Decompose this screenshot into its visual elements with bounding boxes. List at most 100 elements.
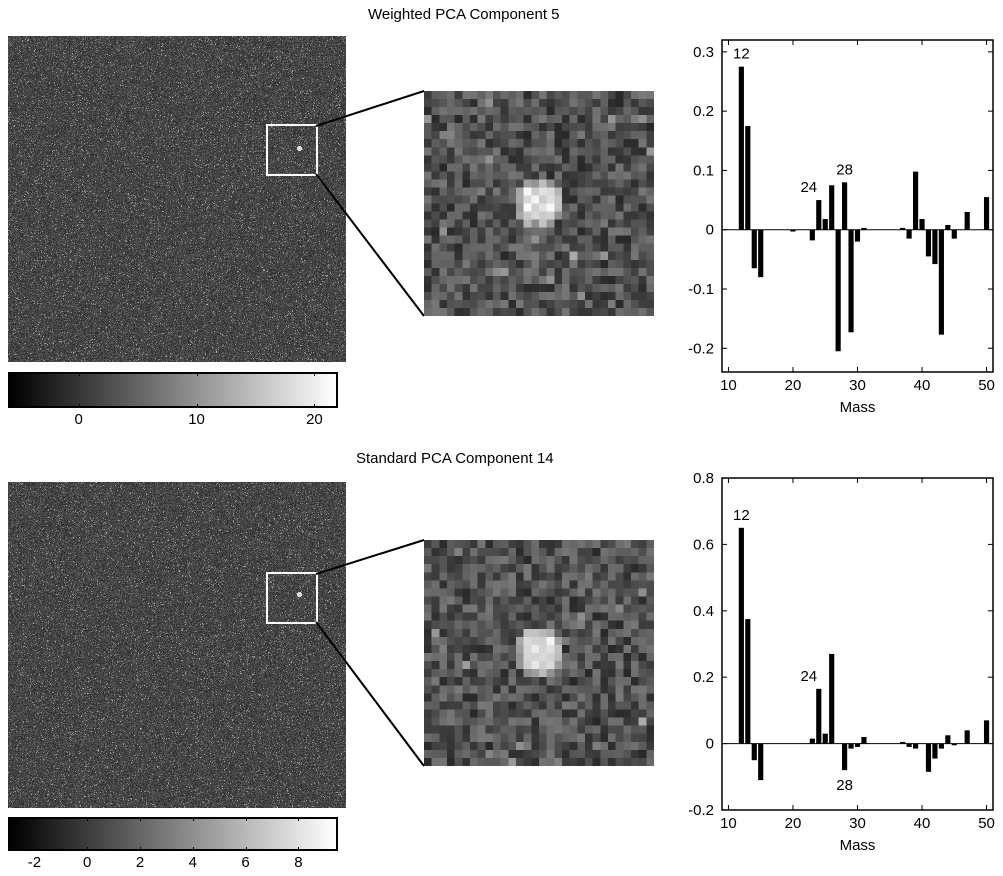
bar <box>835 229 841 352</box>
zoomed-detail-image <box>424 540 654 766</box>
bar <box>912 171 919 230</box>
colorbar-tick-label: 10 <box>188 411 205 428</box>
colorbar-tick <box>314 372 316 376</box>
bar <box>816 200 822 230</box>
colorbar-tick <box>298 817 300 821</box>
y-tick-label: 0.4 <box>693 603 714 620</box>
bar <box>951 229 957 239</box>
bar <box>912 743 919 749</box>
bar <box>900 227 906 230</box>
colorbar-tick <box>140 817 141 821</box>
y-tick-label: 0 <box>706 222 714 239</box>
colorbar-tick-label: 0 <box>83 854 92 871</box>
y-tick-label: -0.2 <box>688 340 714 357</box>
bar <box>854 229 861 242</box>
plot-frame <box>721 39 994 373</box>
bar <box>932 229 938 265</box>
colorbar-tick <box>87 817 89 821</box>
colorbar-tick <box>192 847 194 851</box>
colorbar: 0 10 20 <box>8 372 338 432</box>
bar <box>758 229 764 278</box>
colorbar-tick <box>34 817 36 821</box>
x-tick-label: 40 <box>914 377 931 394</box>
bar <box>854 743 861 747</box>
bar <box>758 743 764 781</box>
colorbar-tick-label: 20 <box>306 411 323 428</box>
x-tick-label: 30 <box>849 815 866 832</box>
bar <box>829 653 835 744</box>
colorbar-tick-label: 2 <box>135 854 145 871</box>
bar <box>964 211 970 230</box>
bar <box>951 743 957 746</box>
bar <box>809 738 815 744</box>
zoom-region-box <box>266 572 318 624</box>
bar <box>919 219 925 230</box>
x-tick-label: 10 <box>720 815 737 832</box>
peak-annotation: 24 <box>800 179 817 196</box>
bar <box>745 125 751 230</box>
x-tick-label: 10 <box>720 377 737 394</box>
colorbar: -2 0 2 4 6 8 <box>8 817 338 873</box>
bar <box>983 197 990 230</box>
colorbar-tick <box>140 847 141 851</box>
bar <box>738 527 744 744</box>
bar <box>745 619 751 744</box>
x-tick-label: 30 <box>849 377 866 394</box>
colorbar-tick <box>245 817 247 821</box>
bar <box>925 229 932 257</box>
panel-title: Weighted PCA Component 5 <box>368 6 560 23</box>
colorbar-tick <box>196 372 198 376</box>
y-tick-label: 0.2 <box>693 669 714 686</box>
colorbar-tick <box>87 847 89 851</box>
y-tick-label: 0.3 <box>693 44 714 61</box>
bar <box>906 743 912 747</box>
bar <box>938 229 944 335</box>
bar <box>751 229 757 269</box>
x-tick-label: 50 <box>978 377 995 394</box>
mass-spectrum-chart: 10 20 30 40 50 -0.2 0 0.2 0.4 0.6 0.8 Mass 12 24 28 <box>688 470 995 854</box>
peak-annotation: 28 <box>836 777 853 794</box>
bar <box>738 66 744 230</box>
colorbar-tick <box>314 404 316 408</box>
x-axis-label: Mass <box>840 399 876 416</box>
y-tick-label: 0.8 <box>693 470 714 487</box>
colorbar-tick-label: 4 <box>188 854 197 871</box>
colorbar-tick-label: 6 <box>241 854 250 871</box>
zoomed-detail-image <box>424 91 654 316</box>
x-tick-label: 50 <box>978 815 995 832</box>
bar <box>964 730 970 744</box>
bar <box>809 229 815 241</box>
component-score-image <box>8 482 346 808</box>
y-tick-label: 0.1 <box>693 162 714 179</box>
bar <box>842 743 848 771</box>
bar <box>861 227 867 230</box>
x-tick-label: 40 <box>914 815 931 832</box>
bar <box>842 182 848 230</box>
peak-annotation: 24 <box>800 668 817 685</box>
bar <box>822 733 828 744</box>
x-tick-label: 20 <box>785 377 802 394</box>
bar <box>900 741 906 744</box>
colorbar-tick <box>78 372 80 376</box>
bar <box>848 743 854 749</box>
bar <box>945 735 951 744</box>
bar <box>932 743 938 759</box>
colorbar-tick <box>245 847 247 851</box>
component-score-image <box>8 36 346 362</box>
colorbar-tick <box>196 404 198 408</box>
y-tick-label: -0.1 <box>688 281 714 298</box>
bar <box>816 688 822 744</box>
y-tick-label: 0.6 <box>693 536 714 553</box>
panel-title: Standard PCA Component 14 <box>356 450 554 467</box>
peak-annotation: 12 <box>733 507 750 524</box>
colorbar-tick <box>34 847 36 851</box>
colorbar-tick-label: 8 <box>294 854 303 871</box>
colorbar-tick <box>298 847 300 851</box>
bar <box>829 185 835 230</box>
zoom-region-box <box>266 124 318 176</box>
bar <box>822 219 828 230</box>
bar <box>938 743 944 749</box>
weighted-pca-panel: Weighted PCA Component 5 0 10 20 10 20 30 40 5… <box>8 6 995 432</box>
colorbar-gradient <box>8 372 338 408</box>
x-axis-label: Mass <box>840 837 876 854</box>
